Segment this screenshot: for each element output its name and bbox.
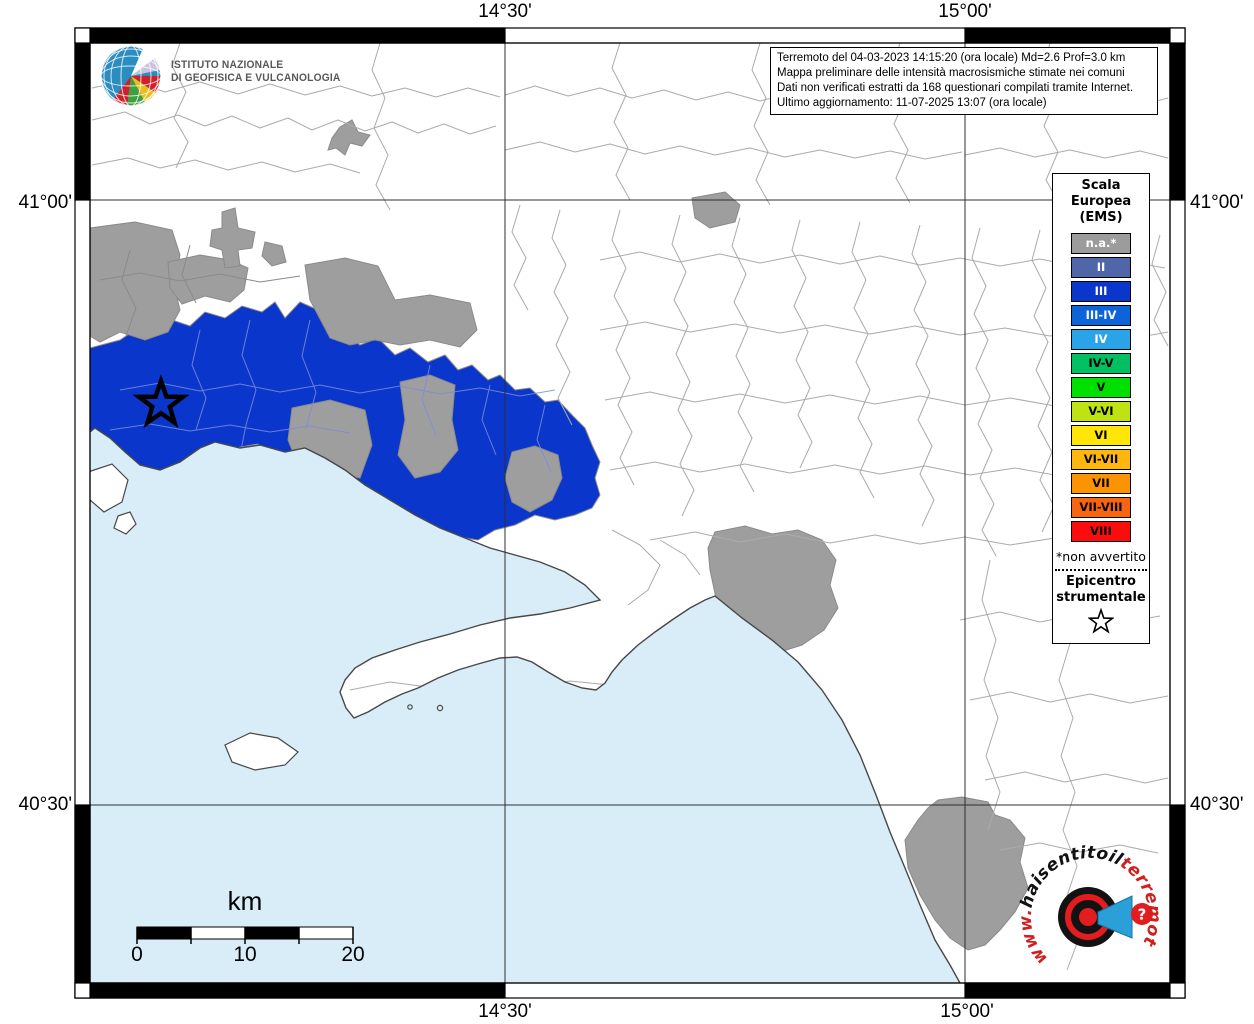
coastline [89, 427, 961, 984]
legend-swatch-vi: VI [1071, 425, 1131, 446]
legend-swatch-na: n.a.* [1071, 233, 1131, 254]
islet [436, 704, 444, 712]
axis-label-top-left: 14°30' [478, 1, 532, 22]
legend-swatch-v-vi: V-VI [1071, 401, 1131, 422]
islet [407, 704, 413, 710]
epicenter-star-icon [1087, 607, 1115, 634]
scale-bar-unit: km [227, 886, 263, 916]
island-capri [224, 732, 299, 771]
axis-label-top-right: 15°00' [938, 1, 992, 22]
ingv-wordmark-line2: DI GEOFISICA E VULCANOLOGIA [171, 71, 341, 84]
map-description-line: Mappa preliminare delle intensità macros… [777, 66, 1125, 79]
scale-bar-tick-10: 10 [233, 943, 257, 966]
map-frame [74, 27, 1186, 999]
axis-label-bottom-left: 14°30' [478, 1001, 532, 1022]
axis-label-left-lower: 40°30' [18, 794, 73, 815]
scale-bar-tick-0: 0 [131, 943, 143, 966]
logo-megaphone-icon [1097, 895, 1133, 939]
epicenter-star-marker [132, 374, 190, 429]
legend-title-line2: Europea [1070, 194, 1132, 209]
municipality-boundaries-in-gray [99, 244, 301, 337]
legend-footnote: *non avvertito [1056, 549, 1146, 564]
island-procida [113, 511, 137, 535]
logo-question-mark: ? [1138, 906, 1147, 924]
legend-epicenter-line2: strumentale [1056, 590, 1146, 605]
data-source-line: Dati non verificati estratti da 168 ques… [777, 81, 1134, 94]
legend-swatch-iv: IV [1071, 329, 1131, 350]
ingv-wordmark: ISTITUTO NAZIONALE DI GEOFISICA E VULCAN… [171, 59, 340, 84]
axis-label-right-upper: 41°00' [1190, 192, 1244, 213]
legend-title-line3: (EMS) [1079, 210, 1123, 225]
legend-title-line1: Scala [1081, 178, 1121, 193]
event-title-box: Terremoto del 04-03-2023 14:15:20 (ora l… [770, 47, 1158, 115]
logo-question-badge [1131, 903, 1153, 925]
ingv-globe-icon [100, 45, 162, 107]
na-gray-regions [89, 119, 1029, 951]
legend-swatch-iii-iv: III-IV [1071, 305, 1131, 326]
legend-swatch-v: V [1071, 377, 1131, 398]
legend-swatch-vii-viii: VII-VIII [1071, 497, 1131, 518]
event-summary-line: Terremoto del 04-03-2023 14:15:20 (ora l… [777, 52, 1126, 64]
last-update-line: Ultimo aggiornamento: 11-07-2025 13:07 (… [777, 96, 1047, 109]
municipality-boundaries-in-blue [109, 319, 556, 473]
ems-scale-legend: Scala Europea (EMS) n.a.* II III III-IV … [1052, 173, 1150, 644]
legend-swatch-viii: VIII [1071, 521, 1131, 542]
axis-label-right-lower: 40°30' [1190, 794, 1244, 815]
legend-swatch-vi-vii: VI-VII [1071, 449, 1131, 470]
scale-bar-tick-20: 20 [341, 943, 365, 966]
legend-swatch-iv-v: IV-V [1071, 353, 1131, 374]
graticule-lines [90, 43, 1170, 983]
axis-label-left-upper: 41°00' [18, 192, 73, 213]
legend-epicenter-line1: Epicentro [1066, 574, 1136, 589]
islands [87, 463, 444, 771]
haisentitoilterremoto-logo: ? www.haisentitoilterremoto.it [985, 815, 1164, 969]
legend-swatch-iii: III [1071, 281, 1131, 302]
sea [90, 428, 960, 983]
logo-text-www: www. [1016, 908, 1052, 969]
legend-divider [1055, 569, 1147, 571]
legend-swatch-vii: VII [1071, 473, 1131, 494]
ingv-wordmark-line1: ISTITUTO NAZIONALE [171, 59, 284, 71]
logo-center-dot [1079, 908, 1097, 926]
axis-label-bottom-right: 15°00' [940, 1001, 994, 1022]
legend-swatch-ii: II [1071, 257, 1131, 278]
scale-bar [136, 926, 354, 944]
